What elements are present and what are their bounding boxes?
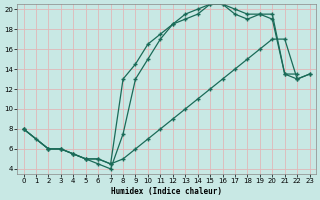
X-axis label: Humidex (Indice chaleur): Humidex (Indice chaleur): [111, 187, 222, 196]
